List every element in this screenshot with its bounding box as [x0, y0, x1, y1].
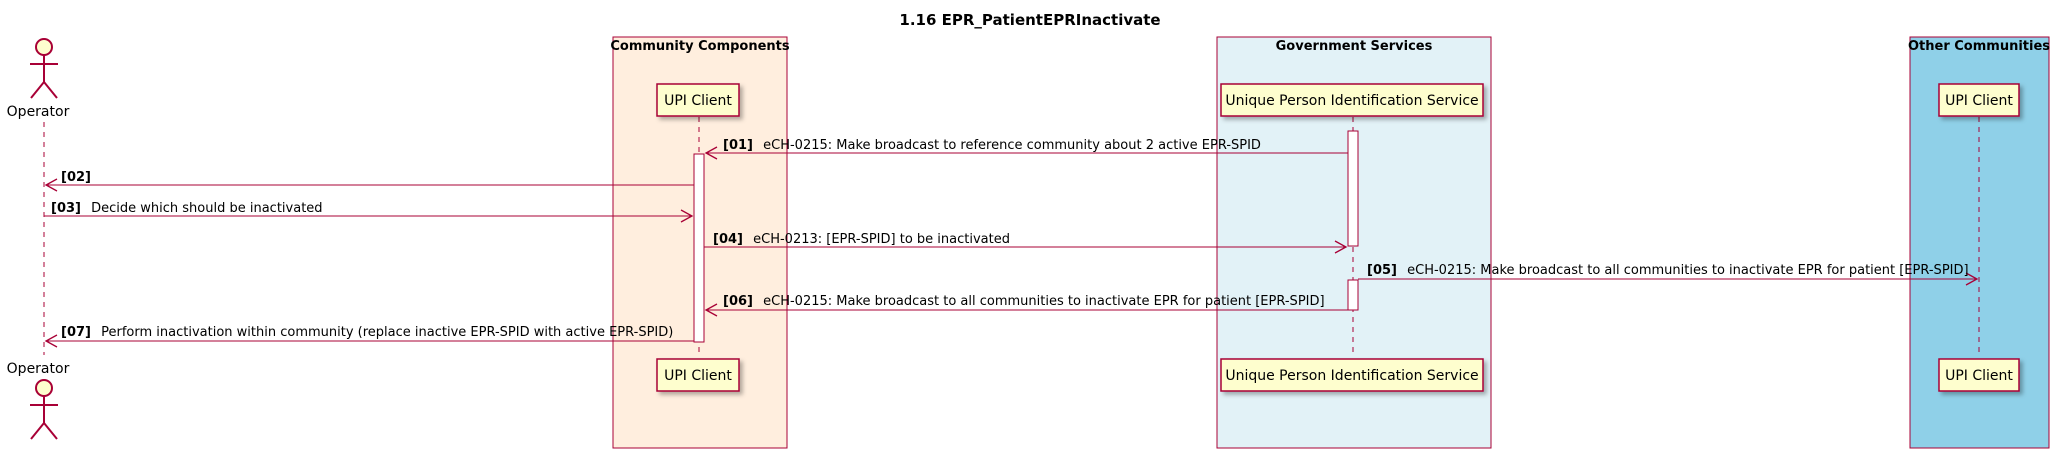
diagram-title: 1.16 EPR_PatientEPRInactivate — [899, 11, 1160, 29]
message-05-text: eCH-0215: Make broadcast to all communit… — [1407, 263, 1968, 278]
message-06-text: eCH-0215: Make broadcast to all communit… — [763, 294, 1324, 309]
svg-text:[01] eCH-0215: Make broa: [01] eCH-0215: Make broadcast to referen… — [723, 138, 1261, 153]
message-04-text: eCH-0213: [EPR-SPID] to be inactivated — [753, 232, 1010, 247]
message-04: [04] eCH-0213: [EPR-SPID] to be inactiva… — [704, 232, 1348, 254]
message-06: [06] eCH-0215: Make broadcast to all com… — [704, 294, 1348, 317]
box-community-components-label: Community Components — [610, 39, 790, 54]
participant-upi-client-bottom: UPI Client — [656, 358, 740, 392]
svg-text:[05] eCH-0215: Make broa: [05] eCH-0215: Make broadcast to all com… — [1367, 263, 1969, 278]
activation-upis-1 — [1347, 130, 1359, 247]
participant-other-upi-client-top: UPI Client — [1938, 83, 2020, 117]
participant-upis-bottom: Unique Person Identification Service — [1220, 358, 1484, 392]
participant-upis-label: Unique Person Identification Service — [1225, 93, 1478, 109]
participant-upis-top: Unique Person Identification Service — [1220, 83, 1484, 117]
box-other-communities-label: Other Communities — [1908, 39, 2050, 54]
message-01: [01] eCH-0215: Make broadcast to referen… — [704, 138, 1348, 160]
message-01-text: eCH-0215: Make broadcast to reference co… — [763, 138, 1261, 153]
participant-upi-client-top: UPI Client — [656, 83, 740, 117]
message-07-text: Perform inactivation within community (r… — [101, 325, 673, 340]
svg-text:[02]: [02] — [61, 170, 91, 185]
message-07: [07] Perform inactivation within communi… — [44, 325, 694, 348]
message-05: [05] eCH-0215: Make broadcast to all com… — [1358, 263, 1979, 286]
participant-upi-client-label: UPI Client — [664, 368, 732, 384]
message-06-number: [06] — [723, 294, 753, 309]
participant-operator-bottom-label: Operator — [7, 361, 70, 377]
activation-upi-client — [693, 153, 705, 343]
message-02-number: [02] — [61, 170, 91, 185]
message-01-number: [01] — [723, 138, 753, 153]
participant-other-upi-client-bottom: UPI Client — [1938, 358, 2020, 392]
svg-text:[06] eCH-0215: Make broa: [06] eCH-0215: Make broadcast to all com… — [723, 294, 1325, 309]
participant-operator-top-label: Operator — [7, 104, 70, 120]
message-02: [02] — [44, 170, 694, 192]
message-03-text: Decide which should be inactivated — [91, 201, 322, 216]
actor-icon — [30, 38, 58, 99]
actor-icon — [30, 379, 58, 440]
svg-text:[03] Decide which should: [03] Decide which should be inactivated — [51, 201, 323, 216]
svg-text:[07] Perform inactivatio: [07] Perform inactivation within communi… — [61, 325, 673, 340]
message-03: [03] Decide which should be inactivated — [44, 201, 694, 223]
message-05-number: [05] — [1367, 263, 1397, 278]
activation-upis-2 — [1347, 279, 1359, 311]
participant-other-upi-client-label: UPI Client — [1945, 368, 2013, 384]
participant-upis-label: Unique Person Identification Service — [1225, 368, 1478, 384]
participant-upi-client-label: UPI Client — [664, 93, 732, 109]
message-03-number: [03] — [51, 201, 81, 216]
svg-text:[04] eCH-0213: [EPR-SPID: [04] eCH-0213: [EPR-SPID] to be inactiva… — [713, 232, 1010, 247]
box-government-services-label: Government Services — [1276, 39, 1433, 54]
participant-other-upi-client-label: UPI Client — [1945, 93, 2013, 109]
message-04-number: [04] — [713, 232, 743, 247]
message-07-number: [07] — [61, 325, 91, 340]
